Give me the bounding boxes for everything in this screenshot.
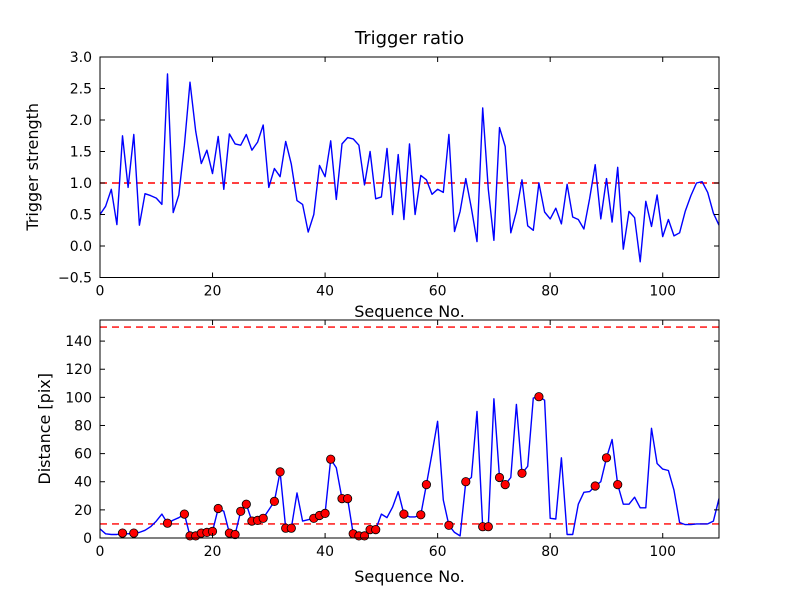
y-tick-label: 120 bbox=[65, 362, 92, 378]
x-tick-label: 60 bbox=[429, 544, 447, 560]
data-point-marker bbox=[179, 509, 189, 519]
x-tick-label: 20 bbox=[204, 284, 222, 300]
data-point-marker bbox=[421, 479, 431, 490]
data-point-marker bbox=[241, 499, 251, 509]
data-line bbox=[99, 73, 720, 263]
data-point-marker bbox=[534, 392, 544, 402]
data-point-marker bbox=[517, 468, 527, 478]
data-point-marker bbox=[483, 522, 493, 532]
y-tick-label: 2.5 bbox=[70, 82, 92, 98]
y-tick-label: 40 bbox=[74, 475, 92, 491]
x-tick-label: 100 bbox=[649, 284, 676, 300]
y-tick-label: 100 bbox=[65, 390, 92, 406]
data-point-marker bbox=[230, 529, 240, 540]
x-tick-label: 40 bbox=[316, 544, 334, 560]
y-tick-label: 3.0 bbox=[70, 50, 92, 66]
data-point-marker bbox=[461, 477, 471, 487]
data-line bbox=[99, 396, 720, 537]
y-tick-label: −0.5 bbox=[58, 271, 92, 287]
data-point-marker bbox=[117, 528, 128, 538]
data-point-marker bbox=[326, 454, 336, 464]
y-tick-label: 2.0 bbox=[70, 113, 92, 129]
y-tick-label: 60 bbox=[74, 447, 92, 463]
y-tick-label: 0.5 bbox=[70, 208, 92, 224]
x-tick-label: 40 bbox=[316, 284, 334, 300]
y-tick-label: 1.0 bbox=[70, 176, 92, 192]
data-point-marker bbox=[129, 528, 139, 538]
data-point-marker bbox=[286, 523, 296, 533]
y-tick-label: 0 bbox=[83, 531, 92, 547]
y-tick-label: 140 bbox=[65, 334, 92, 350]
data-point-marker bbox=[399, 509, 409, 519]
axes-frame bbox=[99, 56, 720, 278]
data-point-marker bbox=[444, 520, 454, 530]
data-point-marker bbox=[371, 524, 381, 535]
data-point-marker bbox=[213, 503, 223, 514]
bottom-x-axis-label: Sequence No. bbox=[354, 567, 465, 586]
x-tick-label: 0 bbox=[96, 284, 105, 300]
data-point-marker bbox=[601, 453, 612, 463]
chart-title: Trigger ratio bbox=[354, 28, 465, 49]
y-tick-label: 80 bbox=[74, 418, 92, 434]
x-tick-label: 80 bbox=[541, 284, 559, 300]
data-point-marker bbox=[275, 467, 285, 477]
data-point-marker bbox=[269, 496, 279, 506]
data-point-marker bbox=[258, 513, 268, 523]
x-tick-label: 100 bbox=[649, 544, 676, 560]
y-tick-label: 20 bbox=[74, 503, 92, 519]
data-point-marker bbox=[162, 518, 173, 528]
data-point-marker bbox=[236, 506, 246, 516]
data-point-marker bbox=[320, 508, 330, 519]
x-tick-label: 0 bbox=[96, 544, 105, 560]
x-tick-label: 20 bbox=[204, 544, 222, 560]
data-point-marker bbox=[342, 493, 353, 504]
x-tick-label: 60 bbox=[429, 284, 447, 300]
top-x-axis-label: Sequence No. bbox=[354, 302, 465, 321]
data-point-marker bbox=[613, 479, 623, 490]
data-point-marker bbox=[416, 510, 426, 520]
y-tick-label: 1.5 bbox=[70, 145, 92, 161]
data-point-marker bbox=[500, 479, 510, 490]
data-point-marker bbox=[590, 481, 600, 491]
data-point-marker bbox=[494, 472, 505, 483]
x-tick-label: 80 bbox=[541, 544, 559, 560]
y-tick-label: 0.0 bbox=[70, 239, 92, 255]
axes-frame bbox=[99, 319, 720, 539]
